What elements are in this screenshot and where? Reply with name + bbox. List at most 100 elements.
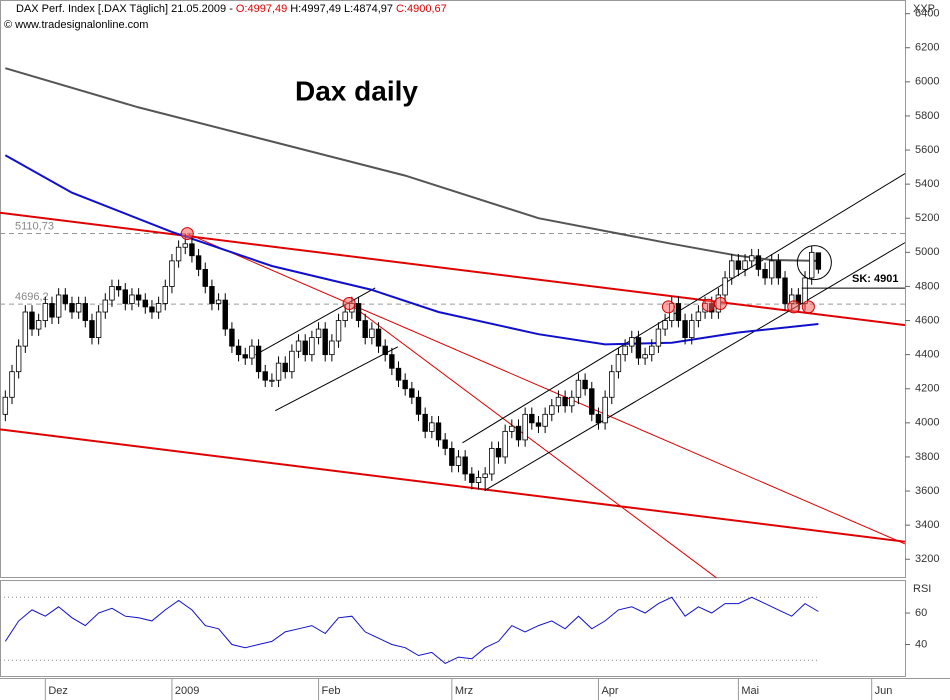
- price-axis-label: XXP: [913, 3, 935, 15]
- candle-body: [535, 422, 542, 427]
- candle-body: [262, 371, 268, 381]
- header-high-low: H:4997,49 L:4874,97: [290, 3, 393, 15]
- y-tick-label: 6000: [915, 76, 939, 88]
- candle-body: [282, 362, 288, 373]
- y-tick-label: 3800: [915, 451, 939, 463]
- x-tick-label: Jun: [875, 685, 893, 697]
- x-tick-label: Feb: [322, 685, 341, 697]
- candle-body: [335, 320, 342, 342]
- trend-line: [187, 233, 906, 545]
- candle-body: [802, 277, 808, 304]
- y-tick-label: 3600: [915, 485, 939, 497]
- candle-body: [775, 260, 782, 279]
- y-tick-label: 4600: [915, 314, 939, 326]
- candle-body: [422, 413, 428, 432]
- rsi-panel: [0, 580, 906, 677]
- touch-point: [787, 300, 801, 314]
- candle-body: [542, 413, 548, 427]
- candle-body: [295, 340, 302, 352]
- candle-body: [95, 311, 102, 338]
- candle-body: [55, 294, 62, 318]
- candle-body: [49, 303, 55, 318]
- touch-point: [180, 227, 194, 241]
- touch-point: [713, 296, 727, 310]
- candle-body: [602, 396, 608, 424]
- candle-body: [629, 337, 635, 347]
- y-tick-label: 6200: [915, 42, 939, 54]
- candle-body: [275, 362, 282, 381]
- candle-body: [255, 345, 262, 373]
- candle-body: [169, 260, 175, 287]
- trend-line: [484, 242, 906, 491]
- candle-body: [462, 456, 468, 475]
- candle-body: [662, 320, 668, 330]
- candle-body: [269, 379, 275, 382]
- candle-body: [635, 337, 642, 359]
- candle-body: [395, 367, 402, 381]
- candle-body: [142, 299, 148, 308]
- rsi-line: [4, 596, 819, 664]
- rsi-axis-label: RSI: [913, 583, 931, 595]
- candle-body: [102, 299, 108, 313]
- candle-body: [762, 268, 768, 279]
- y-tick-label: 3400: [915, 519, 939, 531]
- touch-point: [701, 298, 715, 312]
- candle-body: [409, 388, 415, 398]
- candle-body: [435, 422, 442, 441]
- candle-body: [569, 396, 575, 407]
- candle-body: [29, 311, 35, 330]
- candle-body: [689, 320, 695, 338]
- candle-body: [769, 260, 775, 279]
- candle-body: [809, 251, 815, 279]
- main-panel: [0, 0, 906, 578]
- candle-body: [482, 473, 488, 478]
- candle-body: [609, 371, 615, 398]
- x-tick-label: Mrz: [455, 685, 473, 697]
- candle-body: [289, 350, 295, 373]
- x-tick-label: 2009: [175, 685, 199, 697]
- candle-body: [22, 311, 29, 347]
- candle-body: [122, 289, 128, 304]
- y-tick-label: 5800: [915, 110, 939, 122]
- candle-body: [502, 430, 508, 458]
- candle-body: [429, 422, 435, 432]
- candle-body: [655, 328, 662, 347]
- x-tick-label: Dez: [48, 685, 68, 697]
- candle-body: [309, 337, 315, 356]
- candle-body: [382, 345, 388, 356]
- candle-body: [695, 311, 702, 321]
- candle-body: [342, 311, 348, 321]
- y-tick-label: 3200: [915, 553, 939, 565]
- candle-body: [442, 439, 448, 449]
- candle-body: [175, 246, 182, 262]
- candle-body: [195, 255, 202, 270]
- header-line: DAX Perf. Index [.DAX Täglich] 21.05.200…: [16, 3, 447, 15]
- candle-body: [562, 396, 568, 407]
- candle-body: [729, 260, 735, 279]
- candle-body: [135, 294, 142, 301]
- chart-title: Dax daily: [295, 75, 418, 106]
- candle-body: [415, 396, 422, 415]
- candle-body: [62, 294, 69, 304]
- highlight-ellipse: [796, 245, 832, 281]
- candle-body: [162, 286, 168, 304]
- annotation: SK: 4901: [852, 273, 898, 285]
- candle-body: [622, 345, 628, 356]
- candle-body: [675, 303, 682, 321]
- candle-body: [2, 396, 9, 415]
- candle-body: [215, 299, 222, 304]
- candle-body: [75, 303, 82, 313]
- candle-body: [182, 243, 188, 248]
- candle-body: [35, 320, 42, 330]
- candle-body: [615, 354, 622, 373]
- candle-body: [735, 260, 742, 270]
- candle-body: [315, 328, 322, 338]
- trend-line: [462, 173, 906, 444]
- level-label: 4696,2: [15, 291, 49, 303]
- candle-body: [249, 345, 255, 359]
- candle-body: [129, 294, 135, 304]
- candle-body: [522, 413, 528, 441]
- candle-body: [189, 243, 195, 257]
